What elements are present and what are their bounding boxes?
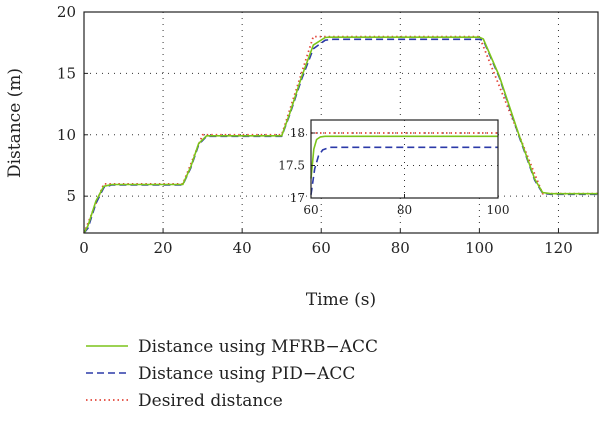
x-tick-label: 60: [303, 203, 318, 217]
y-tick-label: 15: [57, 64, 76, 82]
y-tick-label: 20: [57, 3, 76, 21]
legend-label: Desired distance: [138, 391, 283, 411]
series-line-mfrb-acc: [310, 135, 498, 179]
legend: Distance using MFRB−ACC Distance using PI…: [86, 337, 378, 411]
y-tick-label: 17.5: [278, 159, 305, 173]
legend-label: Distance using MFRB−ACC: [138, 337, 378, 357]
x-tick-label: 40: [233, 239, 252, 257]
series-line-pid-acc: [310, 146, 498, 195]
inset-grid: [311, 120, 498, 198]
x-tick-label: 100: [487, 203, 510, 217]
main-plot-frame: [83, 11, 599, 234]
x-tick-label: 0: [79, 239, 89, 257]
x-tick-label: 60: [312, 239, 331, 257]
x-tick-label: 20: [154, 239, 173, 257]
legend-label: Distance using PID−ACC: [138, 364, 355, 384]
x-tick-label: 80: [391, 239, 410, 257]
y-tick-label: 18: [290, 126, 305, 140]
inset-plot: 60 80 100 17 17.5 18: [278, 119, 509, 217]
inset-series-group: [310, 132, 498, 195]
x-tick-label: 120: [544, 239, 573, 257]
inset-x-ticks: 60 80 100: [303, 194, 509, 217]
main-grid: [84, 12, 598, 233]
main-y-ticks: 5 10 15 20: [57, 3, 88, 205]
y-tick-label: 5: [66, 187, 76, 205]
x-axis-title: Time (s): [306, 290, 376, 310]
main-series-group: [83, 35, 598, 234]
series-line-mfrb-acc: [83, 36, 598, 234]
y-axis-title: Distance (m): [5, 68, 25, 178]
y-tick-label: 10: [57, 126, 76, 144]
inset-y-ticks: 17 17.5 18: [278, 126, 315, 205]
x-tick-label: 100: [465, 239, 494, 257]
y-tick-label: 17: [290, 191, 305, 205]
main-x-ticks: 0 20 40 60 80 100 120: [79, 229, 573, 257]
x-tick-label: 80: [397, 203, 412, 217]
